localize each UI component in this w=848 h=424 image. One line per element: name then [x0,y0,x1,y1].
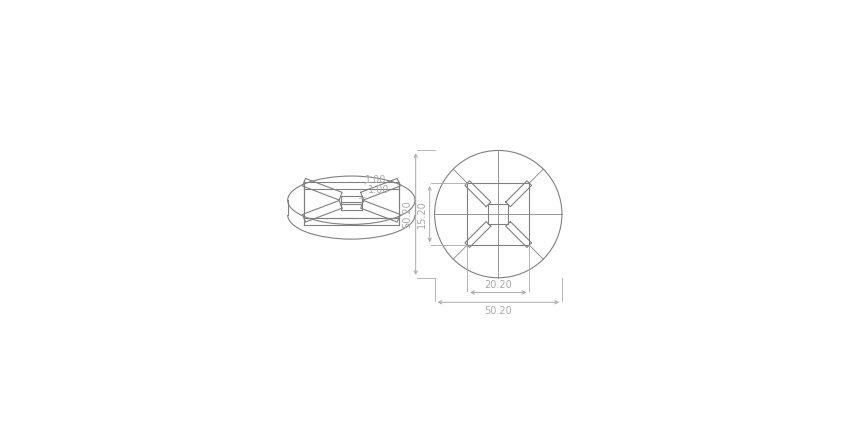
Text: 15.20: 15.20 [417,200,427,228]
Text: 50.20: 50.20 [402,200,412,228]
Text: 50.20: 50.20 [484,306,512,316]
Text: 20.20: 20.20 [484,280,512,290]
Text: 1.00: 1.00 [365,175,386,185]
Text: 1.00: 1.00 [368,185,389,195]
